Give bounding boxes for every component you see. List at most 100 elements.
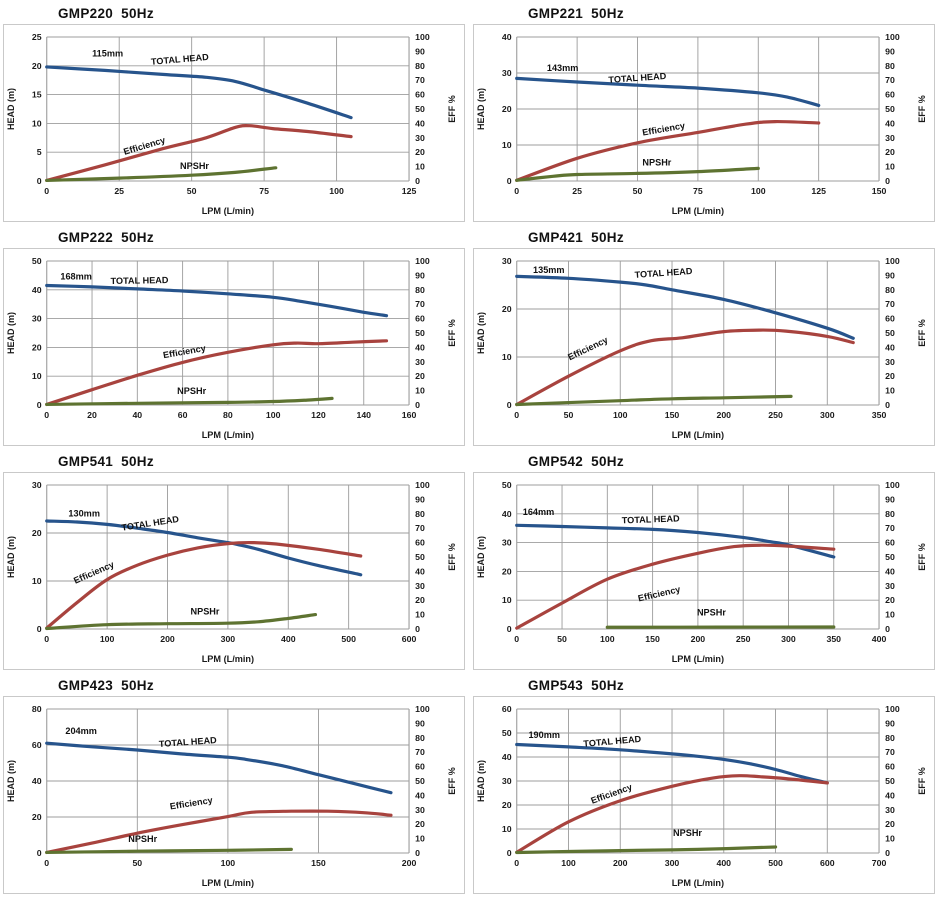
chart-title: GMP541 50Hz <box>58 454 154 469</box>
pump-curve-chart: 0 10 20 30 40 0 10 20 30 40 50 60 70 80 90 100 0 25 50 75 10… <box>476 32 927 216</box>
right-axis-tick: 100 <box>885 704 900 714</box>
right-axis-tick: 60 <box>415 314 425 324</box>
x-axis-tick: 100 <box>100 634 115 644</box>
right-axis-tick: 60 <box>885 762 895 772</box>
right-axis-tick: 30 <box>885 805 895 815</box>
x-axis-tick: 100 <box>600 634 615 644</box>
chart-box: 0 10 20 30 0 10 20 30 40 50 60 70 80 90 100 0 100 200 300 4… <box>3 472 465 670</box>
right-axis-tick: 10 <box>885 610 895 620</box>
right-axis-tick: 20 <box>415 819 425 829</box>
right-axis-tick: 30 <box>885 133 895 143</box>
curve-npshr <box>45 396 334 407</box>
right-axis-tick: 60 <box>885 314 895 324</box>
right-axis-tick: 40 <box>415 566 425 576</box>
right-axis-tick: 90 <box>885 494 895 504</box>
curve-efficiency <box>515 774 829 854</box>
x-axis-tick: 600 <box>820 858 835 868</box>
curve-efficiency <box>45 124 353 183</box>
curve-efficiency <box>45 339 389 407</box>
x-axis-tick: 400 <box>281 634 296 644</box>
curve-npshr <box>45 166 278 183</box>
x-axis-tick: 200 <box>160 634 175 644</box>
right-axis-tick: 30 <box>415 133 425 143</box>
chart-box: 0 10 20 30 40 0 10 20 30 40 50 60 70 80 90 100 0 25 50 75 10… <box>473 24 935 222</box>
right-axis-tick: 20 <box>885 819 895 829</box>
chart-panel-gmp421: GMP421 50Hz 0 10 20 30 0 10 20 30 40 50 60 70 80 90 10… <box>473 226 935 446</box>
left-axis-tick: 30 <box>502 68 512 78</box>
curve-efficiency <box>515 328 855 407</box>
left-axis-tick: 0 <box>37 176 42 186</box>
right-axis-label: EFF % <box>447 767 457 794</box>
chart-panel-gmp423: GMP423 50Hz 0 20 40 60 80 0 10 20 30 40 50 60 70 80 90… <box>3 674 465 894</box>
right-axis-tick: 30 <box>885 357 895 367</box>
x-axis-tick: 0 <box>44 858 49 868</box>
left-axis-tick: 0 <box>37 848 42 858</box>
chart-box: 0 5 10 15 20 25 0 10 20 30 40 50 60 70 80 90 100 0 25 50 75 1… <box>3 24 465 222</box>
chart-box: 0 10 20 30 0 10 20 30 40 50 60 70 80 90 100 0 50 100 150 20… <box>473 248 935 446</box>
right-axis-label: EFF % <box>917 319 927 346</box>
x-axis-tick: 40 <box>132 410 142 420</box>
right-axis-tick: 0 <box>415 400 420 410</box>
left-axis-label: HEAD (m) <box>6 88 16 130</box>
pump-curve-chart: 0 10 20 30 40 50 0 10 20 30 40 50 60 70 80 90 100 0 20 40 60… <box>6 256 457 440</box>
left-axis-tick: 20 <box>502 800 512 810</box>
right-axis-tick: 80 <box>415 285 425 295</box>
left-axis-tick: 30 <box>502 538 512 548</box>
left-axis-tick: 40 <box>32 285 42 295</box>
x-axis-tick: 400 <box>872 634 887 644</box>
x-axis-tick: 350 <box>826 634 841 644</box>
right-axis-tick: 80 <box>885 733 895 743</box>
chart-box: 0 10 20 30 40 50 60 0 10 20 30 40 50 60 70 80 90 100 0 100 2… <box>473 696 935 894</box>
left-axis-tick: 20 <box>32 528 42 538</box>
right-axis-tick: 100 <box>415 32 430 42</box>
right-axis-tick: 60 <box>415 538 425 548</box>
x-axis-tick: 50 <box>187 186 197 196</box>
right-axis-tick: 0 <box>885 848 890 858</box>
right-axis-tick: 70 <box>885 747 895 757</box>
right-axis-tick: 40 <box>415 790 425 800</box>
curve-label: 204mm <box>65 726 97 736</box>
x-axis-tick: 120 <box>311 410 326 420</box>
left-axis-tick: 10 <box>502 595 512 605</box>
left-axis-tick: 20 <box>32 342 42 352</box>
right-axis-label: EFF % <box>917 543 927 570</box>
right-axis-tick: 30 <box>885 581 895 591</box>
right-axis-tick: 50 <box>415 552 425 562</box>
left-axis-tick: 0 <box>507 848 512 858</box>
x-axis-tick: 300 <box>221 634 236 644</box>
right-axis-label: EFF % <box>917 95 927 122</box>
curve-label: 168mm <box>60 272 92 282</box>
right-axis-tick: 50 <box>415 776 425 786</box>
x-axis-tick: 75 <box>693 186 703 196</box>
left-axis-label: HEAD (m) <box>6 312 16 354</box>
curve-total-head <box>45 65 353 120</box>
right-axis-tick: 0 <box>415 624 420 634</box>
x-axis-tick: 50 <box>564 410 574 420</box>
curve-total-head <box>45 741 393 795</box>
curve-label: NPSHr <box>191 607 220 617</box>
left-axis-tick: 10 <box>502 824 512 834</box>
right-axis-tick: 10 <box>885 162 895 172</box>
right-axis-tick: 0 <box>885 400 890 410</box>
chart-title: GMP222 50Hz <box>58 230 154 245</box>
x-axis-label: LPM (L/min) <box>672 206 724 216</box>
x-axis-tick: 200 <box>613 858 628 868</box>
left-axis-label: HEAD (m) <box>476 536 486 578</box>
right-axis-label: EFF % <box>447 543 457 570</box>
right-axis-tick: 20 <box>415 371 425 381</box>
curve-label: 115mm <box>92 49 123 59</box>
right-axis-tick: 70 <box>885 299 895 309</box>
left-axis-tick: 0 <box>37 624 42 634</box>
left-axis-tick: 20 <box>502 304 512 314</box>
x-axis-tick: 200 <box>691 634 706 644</box>
right-axis-tick: 20 <box>885 147 895 157</box>
left-axis-tick: 50 <box>32 256 42 266</box>
x-axis-tick: 125 <box>402 186 417 196</box>
x-axis-tick: 0 <box>514 634 519 644</box>
left-axis-tick: 40 <box>502 32 512 42</box>
curve-label: TOTAL HEAD <box>634 266 693 280</box>
x-axis-tick: 150 <box>872 186 887 196</box>
chart-title: GMP421 50Hz <box>528 230 624 245</box>
